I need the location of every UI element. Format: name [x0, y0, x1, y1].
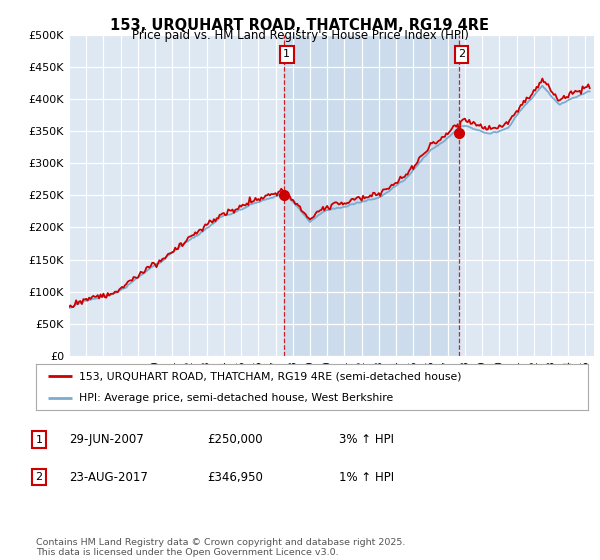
Bar: [284, 35, 459, 356]
Text: 23-AUG-2017: 23-AUG-2017: [69, 470, 148, 484]
Text: 153, URQUHART ROAD, THATCHAM, RG19 4RE: 153, URQUHART ROAD, THATCHAM, RG19 4RE: [110, 18, 490, 33]
Text: 2: 2: [35, 472, 43, 482]
Text: 3% ↑ HPI: 3% ↑ HPI: [339, 433, 394, 446]
Text: 29-JUN-2007: 29-JUN-2007: [69, 433, 144, 446]
Text: Contains HM Land Registry data © Crown copyright and database right 2025.
This d: Contains HM Land Registry data © Crown c…: [36, 538, 406, 557]
Text: £250,000: £250,000: [207, 433, 263, 446]
Text: HPI: Average price, semi-detached house, West Berkshire: HPI: Average price, semi-detached house,…: [79, 394, 394, 403]
Text: Price paid vs. HM Land Registry's House Price Index (HPI): Price paid vs. HM Land Registry's House …: [131, 29, 469, 42]
Text: £346,950: £346,950: [207, 470, 263, 484]
Text: 1: 1: [283, 49, 290, 59]
Text: 153, URQUHART ROAD, THATCHAM, RG19 4RE (semi-detached house): 153, URQUHART ROAD, THATCHAM, RG19 4RE (…: [79, 371, 461, 381]
Text: 1: 1: [35, 435, 43, 445]
Text: 1% ↑ HPI: 1% ↑ HPI: [339, 470, 394, 484]
Text: 2: 2: [458, 49, 465, 59]
